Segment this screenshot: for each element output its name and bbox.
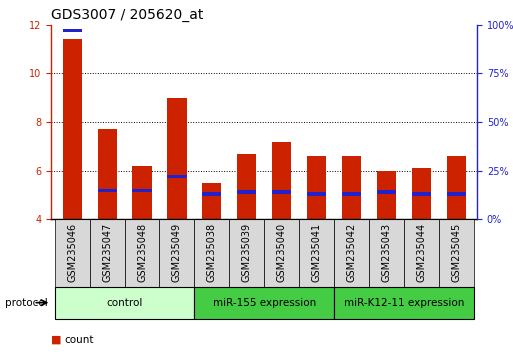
Bar	[167, 175, 187, 178]
Bar	[125, 219, 160, 287]
Bar	[55, 287, 194, 319]
Bar	[237, 190, 256, 194]
Text: miR-155 expression: miR-155 expression	[212, 298, 316, 308]
Bar	[272, 190, 291, 194]
Text: miR-K12-11 expression: miR-K12-11 expression	[344, 298, 464, 308]
Text: GSM235043: GSM235043	[381, 223, 391, 282]
Bar	[377, 190, 396, 194]
Bar	[411, 169, 431, 219]
Bar	[411, 193, 431, 196]
Bar	[90, 219, 125, 287]
Text: control: control	[106, 298, 143, 308]
Text: GSM235047: GSM235047	[102, 223, 112, 282]
Bar	[307, 156, 326, 219]
Bar	[446, 193, 466, 196]
Bar	[97, 130, 117, 219]
Bar	[202, 183, 222, 219]
Text: GSM235041: GSM235041	[311, 223, 322, 282]
Text: GSM235046: GSM235046	[67, 223, 77, 282]
Text: GSM235048: GSM235048	[137, 223, 147, 282]
Bar	[369, 219, 404, 287]
Text: GSM235038: GSM235038	[207, 223, 217, 282]
Bar	[334, 219, 369, 287]
Bar	[342, 193, 361, 196]
Bar	[55, 219, 90, 287]
Bar	[132, 189, 152, 192]
Bar	[342, 156, 361, 219]
Text: GSM235039: GSM235039	[242, 223, 252, 282]
Text: GDS3007 / 205620_at: GDS3007 / 205620_at	[51, 8, 204, 22]
Text: GSM235049: GSM235049	[172, 223, 182, 282]
Bar	[299, 219, 334, 287]
Bar	[229, 219, 264, 287]
Bar	[237, 154, 256, 219]
Bar	[202, 193, 222, 196]
Bar	[97, 189, 117, 192]
Text: count: count	[64, 335, 94, 345]
Text: GSM235042: GSM235042	[346, 223, 357, 282]
Bar	[63, 39, 82, 219]
Text: protocol: protocol	[5, 298, 48, 308]
Bar	[404, 219, 439, 287]
Bar	[160, 219, 194, 287]
Bar	[194, 287, 334, 319]
Bar	[334, 287, 473, 319]
Bar	[167, 98, 187, 219]
Bar	[132, 166, 152, 219]
Bar	[439, 219, 473, 287]
Bar	[194, 219, 229, 287]
Text: GSM235040: GSM235040	[277, 223, 287, 282]
Bar	[272, 142, 291, 219]
Text: ■: ■	[51, 335, 62, 345]
Bar	[307, 193, 326, 196]
Text: GSM235044: GSM235044	[416, 223, 426, 282]
Bar	[377, 171, 396, 219]
Bar	[446, 156, 466, 219]
Text: GSM235045: GSM235045	[451, 223, 461, 282]
Bar	[264, 219, 299, 287]
Bar	[63, 29, 82, 32]
